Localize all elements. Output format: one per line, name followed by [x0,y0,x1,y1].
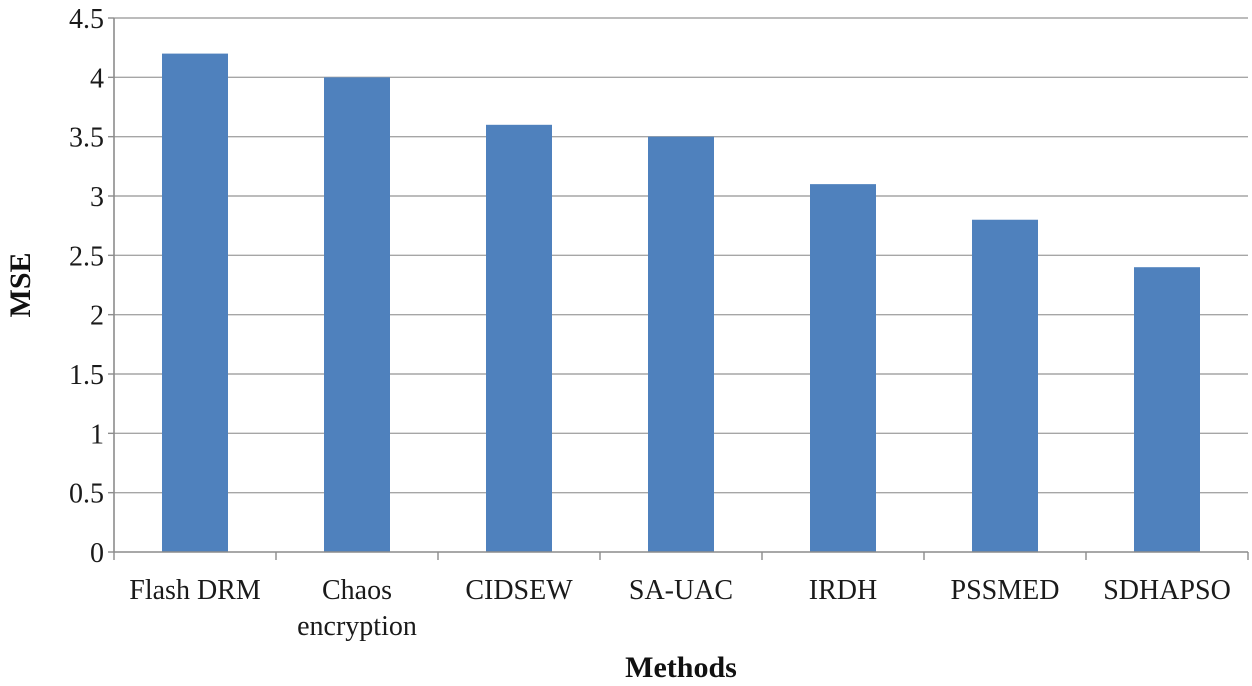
y-tick-label: 3 [90,182,104,213]
x-tick-label: Flash DRM [129,575,261,606]
bar [162,53,228,552]
bar [648,136,714,552]
x-tick-label: SA-UAC [629,575,733,606]
y-tick-label: 3.5 [69,123,104,154]
y-tick-label: 2 [90,301,104,332]
y-tick-label: 4 [90,63,104,94]
y-axis-title: MSE [4,252,37,317]
x-tick-label: PSSMED [951,575,1060,606]
x-axis-title: Methods [625,651,737,684]
y-tick-label: 0.5 [69,479,104,510]
x-tick-label: CIDSEW [465,575,573,606]
y-tick-label: 4.5 [69,4,104,35]
bar [486,124,552,553]
x-tick-label: IRDH [809,575,877,606]
x-tick-label: SDHAPSO [1103,575,1231,606]
x-tick-label: Chaos encryption [297,575,417,642]
y-tick-label: 1 [90,419,104,450]
y-tick-label: 2.5 [69,241,104,272]
y-tick-label: 0 [90,538,104,569]
x-tick-labels: Flash DRM Chaos encryption CIDSEW SA-UAC IRDH… [129,575,1231,642]
bars [162,53,1200,553]
bar [972,219,1038,552]
bar [1134,267,1200,552]
y-tick-labels: 0 0.5 1 1.5 2 2.5 3 3.5 4 4.5 [69,4,104,569]
bar [810,184,876,552]
y-tick-label: 1.5 [69,360,104,391]
bar [324,77,390,552]
axes [108,17,1249,560]
